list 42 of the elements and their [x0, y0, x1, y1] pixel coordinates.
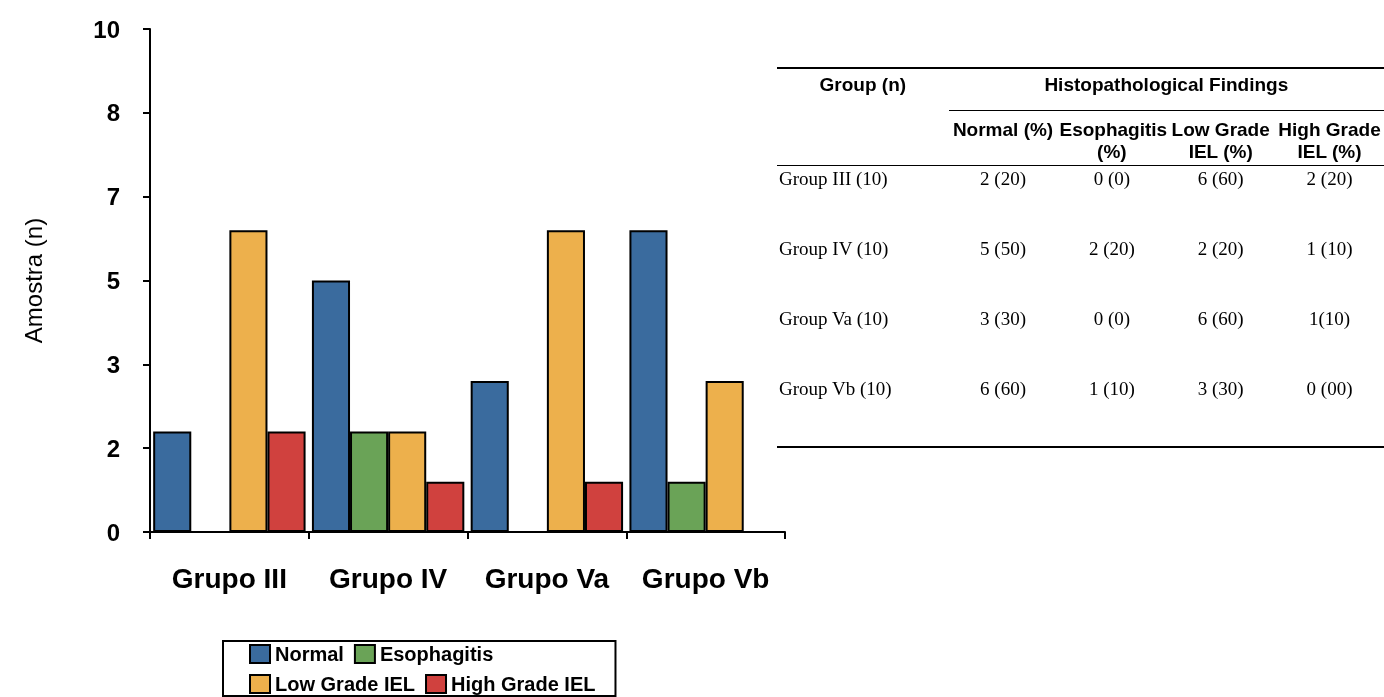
category-label: Esophagitis (%) — [1058, 118, 1168, 164]
legend-label: High Grade IEL — [451, 673, 596, 695]
x-tick-label: Grupo Vb — [641, 562, 770, 594]
y-tick-label: 0 — [106, 518, 120, 546]
text: 1 (10) — [1088, 378, 1135, 399]
legend-label: Normal — [275, 643, 344, 665]
category-label: Group IV (10) — [779, 238, 889, 259]
text: 6 (60) — [980, 378, 1026, 399]
legend-label: Esophagitis — [379, 643, 494, 665]
text: 5 (50) — [980, 238, 1026, 259]
text: 3 (30) — [1197, 378, 1244, 399]
y-tick-label: 3 — [106, 350, 120, 378]
text: 6 (60) — [1197, 168, 1244, 189]
x-tick-label: Grupo III — [171, 562, 287, 594]
x-tick-label: Grupo IV — [329, 562, 448, 594]
text: 0 (0) — [1093, 308, 1131, 329]
category-label: Group Va (10) — [779, 308, 889, 329]
y-tick-label: 8 — [106, 99, 120, 127]
category-label: Normal (%) — [951, 118, 1055, 142]
category-label: Group III (10) — [779, 168, 888, 189]
text: 2 (20) — [1088, 238, 1135, 259]
text: 2 (20) — [1197, 238, 1244, 259]
legend-label: Low Grade IEL — [275, 673, 416, 695]
text: Histopathological Findings — [948, 68, 1384, 111]
y-tick-label: 10 — [93, 15, 120, 43]
text: 1(10) — [1308, 308, 1351, 329]
y-tick-label: 5 — [106, 267, 120, 294]
text: 0 (00) — [1306, 378, 1353, 399]
y-tick-label: 7 — [106, 183, 120, 211]
y-axis-title: Amostra (n) — [19, 217, 47, 344]
y-tick-label: 2 — [106, 434, 120, 462]
text: 6 (60) — [1197, 308, 1244, 329]
text: Group (n) — [818, 73, 908, 97]
x-tick-label: Grupo Va — [484, 562, 610, 594]
text: 2 (20) — [980, 168, 1026, 189]
text: 3 (30) — [980, 308, 1026, 329]
text: 0 (0) — [1093, 168, 1131, 189]
category-label: High Grade IEL (%) — [1277, 118, 1382, 164]
text: 2 (20) — [1306, 168, 1353, 189]
category-label: Group Vb (10) — [779, 378, 892, 399]
text: 1 (10) — [1306, 238, 1353, 259]
category-label: Low Grade IEL (%) — [1170, 118, 1271, 164]
